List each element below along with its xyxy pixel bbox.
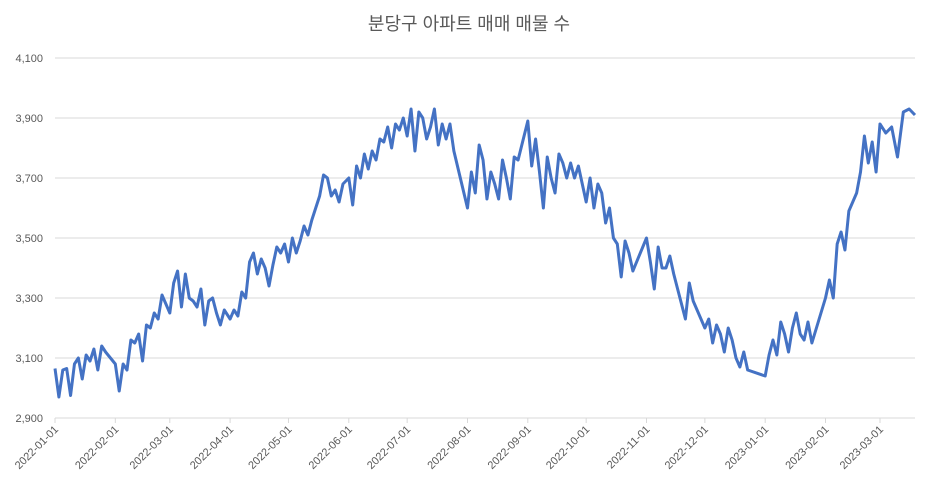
chart-title: 분당구 아파트 매매 매물 수 <box>368 14 570 34</box>
x-tick-label: 2022-02-01 <box>73 424 121 472</box>
x-tick-label: 2023-01-01 <box>723 424 771 472</box>
x-tick-label: 2023-03-01 <box>838 424 886 472</box>
y-tick-label: 3,700 <box>15 173 43 185</box>
x-tick-label: 2022-03-01 <box>128 424 176 472</box>
x-tick-label: 2022-01-01 <box>13 424 61 472</box>
x-tick-label: 2022-04-01 <box>188 424 236 472</box>
y-tick-label: 3,300 <box>15 293 43 305</box>
x-tick-label: 2022-11-01 <box>605 424 653 472</box>
x-tick-label: 2023-02-01 <box>783 424 831 472</box>
y-tick-label: 4,100 <box>15 53 43 65</box>
y-tick-label: 2,900 <box>15 413 43 425</box>
line-series <box>53 107 917 399</box>
x-tick-label: 2022-10-01 <box>544 424 592 472</box>
y-tick-label: 3,900 <box>15 113 43 125</box>
y-tick-label: 3,500 <box>15 233 43 245</box>
x-tick-label: 2022-05-01 <box>246 424 294 472</box>
x-tick-label: 2022-12-01 <box>663 424 711 472</box>
x-tick-label: 2022-07-01 <box>365 424 413 472</box>
x-tick-label: 2022-06-01 <box>307 424 355 472</box>
x-tick-label: 2022-09-01 <box>486 424 534 472</box>
x-tick-label: 2022-08-01 <box>425 424 473 472</box>
y-tick-label: 3,100 <box>15 353 43 365</box>
